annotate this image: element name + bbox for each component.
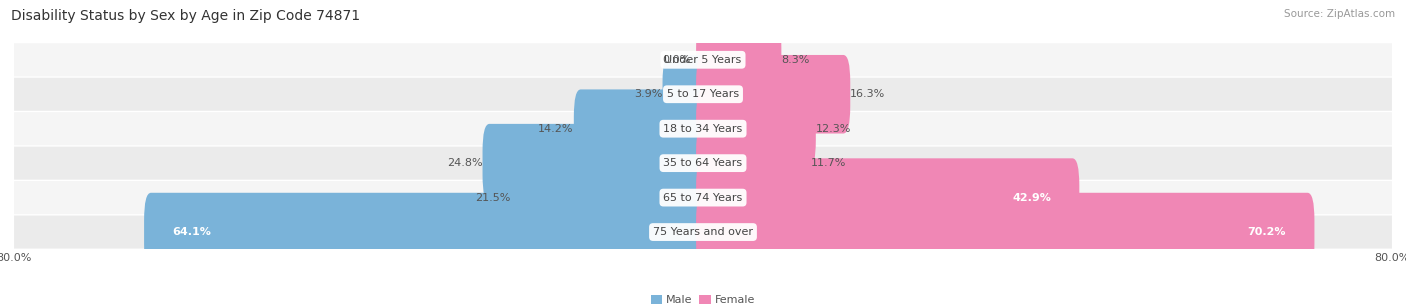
Legend: Male, Female: Male, Female bbox=[647, 291, 759, 304]
Text: 65 to 74 Years: 65 to 74 Years bbox=[664, 193, 742, 202]
Text: Source: ZipAtlas.com: Source: ZipAtlas.com bbox=[1284, 9, 1395, 19]
Text: 12.3%: 12.3% bbox=[815, 124, 851, 134]
Text: 24.8%: 24.8% bbox=[447, 158, 482, 168]
Text: 5 to 17 Years: 5 to 17 Years bbox=[666, 89, 740, 99]
FancyBboxPatch shape bbox=[510, 158, 710, 237]
FancyBboxPatch shape bbox=[696, 20, 782, 99]
Text: 14.2%: 14.2% bbox=[538, 124, 574, 134]
FancyBboxPatch shape bbox=[14, 216, 1392, 249]
FancyBboxPatch shape bbox=[696, 55, 851, 133]
FancyBboxPatch shape bbox=[696, 124, 811, 202]
FancyBboxPatch shape bbox=[14, 181, 1392, 214]
FancyBboxPatch shape bbox=[143, 193, 710, 271]
FancyBboxPatch shape bbox=[14, 78, 1392, 111]
Text: 35 to 64 Years: 35 to 64 Years bbox=[664, 158, 742, 168]
FancyBboxPatch shape bbox=[696, 193, 1315, 271]
FancyBboxPatch shape bbox=[696, 158, 1080, 237]
Text: 0.0%: 0.0% bbox=[662, 55, 690, 65]
FancyBboxPatch shape bbox=[574, 89, 710, 168]
Text: 11.7%: 11.7% bbox=[811, 158, 846, 168]
Text: 70.2%: 70.2% bbox=[1247, 227, 1286, 237]
FancyBboxPatch shape bbox=[662, 55, 710, 133]
FancyBboxPatch shape bbox=[14, 112, 1392, 145]
Text: 18 to 34 Years: 18 to 34 Years bbox=[664, 124, 742, 134]
Text: 21.5%: 21.5% bbox=[475, 193, 510, 202]
Text: 3.9%: 3.9% bbox=[634, 89, 662, 99]
FancyBboxPatch shape bbox=[482, 124, 710, 202]
FancyBboxPatch shape bbox=[14, 147, 1392, 180]
Text: Under 5 Years: Under 5 Years bbox=[665, 55, 741, 65]
Text: 8.3%: 8.3% bbox=[782, 55, 810, 65]
Text: 75 Years and over: 75 Years and over bbox=[652, 227, 754, 237]
Text: 16.3%: 16.3% bbox=[851, 89, 886, 99]
FancyBboxPatch shape bbox=[14, 43, 1392, 76]
Text: 64.1%: 64.1% bbox=[173, 227, 211, 237]
FancyBboxPatch shape bbox=[696, 89, 815, 168]
Text: Disability Status by Sex by Age in Zip Code 74871: Disability Status by Sex by Age in Zip C… bbox=[11, 9, 360, 23]
Text: 42.9%: 42.9% bbox=[1012, 193, 1050, 202]
